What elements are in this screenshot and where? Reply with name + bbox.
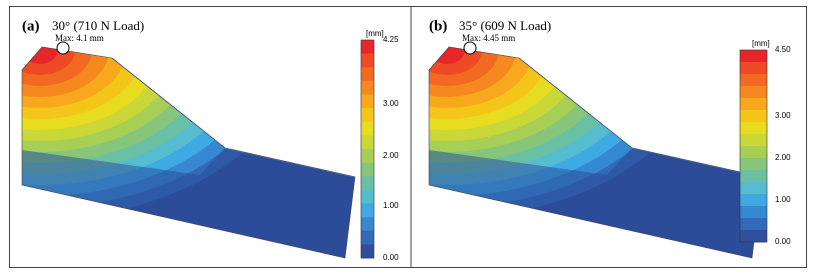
colorbar-tick-label: 3.00 xyxy=(775,111,791,120)
colorbar-segment xyxy=(740,62,767,75)
colorbar-segment xyxy=(361,203,374,218)
colorbar-segment xyxy=(740,74,767,87)
colorbar-segment xyxy=(361,94,374,109)
colorbar-unit: [mm] xyxy=(752,39,770,48)
colorbar-outline xyxy=(360,39,375,259)
colorbar-segment xyxy=(740,194,767,207)
colorbar-segment xyxy=(361,40,374,54)
colorbar-segment xyxy=(740,146,767,159)
panel-title: 30° (710 N Load) xyxy=(52,18,144,33)
colorbar-segment xyxy=(740,158,767,171)
colorbar-unit: [mm] xyxy=(366,29,384,38)
figure-border xyxy=(9,6,807,268)
max-marker xyxy=(56,41,70,55)
panel: (b) 35° (609 N Load)Max: 4.45 mm [mm] 4.50 3… xyxy=(428,18,791,259)
colorbar-segment xyxy=(361,108,374,123)
colorbar-segment xyxy=(361,244,374,259)
max-label: Max: 4.1 mm xyxy=(55,33,104,43)
colorbar-segment xyxy=(740,218,767,231)
colorbar-segment xyxy=(361,217,374,232)
model xyxy=(22,47,355,258)
model-outline xyxy=(21,46,356,259)
colorbar-segment xyxy=(361,67,374,82)
panel-label: (b) xyxy=(429,18,447,34)
panel-title: 35° (609 N Load) xyxy=(459,18,551,33)
block-shade xyxy=(22,148,355,258)
colorbar-tick-label: 2.00 xyxy=(775,153,791,162)
contour-band xyxy=(22,47,58,64)
colorbar-segment xyxy=(361,80,374,95)
colorbar-segment xyxy=(740,134,767,147)
colorbar-outline xyxy=(739,49,768,243)
max-label: Max: 4.45 mm xyxy=(462,33,515,43)
colorbar-tick-label: 0.00 xyxy=(383,253,399,262)
contour-band xyxy=(429,47,465,64)
colorbar-segment xyxy=(361,176,374,191)
colorbar-segment xyxy=(740,206,767,219)
panel: (a) 30° (710 N Load)Max: 4.1 mm [mm]4.25 3.… xyxy=(21,18,399,262)
panel-label: (a) xyxy=(22,18,40,34)
colorbar-tick-label: 1.00 xyxy=(383,201,399,210)
colorbar-segment xyxy=(361,189,374,204)
colorbar-tick-label: 1.00 xyxy=(775,195,791,204)
colorbar-tick-label: 3.00 xyxy=(383,99,399,108)
colorbar-segment xyxy=(361,149,374,163)
colorbar-segment xyxy=(361,53,374,68)
model-outline xyxy=(428,46,763,259)
colorbar-tick-label: 4.50 xyxy=(775,45,791,54)
colorbar-segment xyxy=(740,230,767,243)
colorbar-tick-label: 2.00 xyxy=(383,151,399,160)
colorbar-segment xyxy=(740,98,767,111)
model xyxy=(429,47,762,258)
colorbar-segment xyxy=(740,182,767,195)
colorbar-segment xyxy=(740,86,767,99)
colorbar-tick-label: 4.25 xyxy=(383,35,399,44)
colorbar-segment xyxy=(740,110,767,123)
colorbar-segment xyxy=(361,135,374,150)
colorbar-tick-label: 0.00 xyxy=(775,237,791,246)
colorbar-segment xyxy=(740,170,767,183)
colorbar-segment xyxy=(740,50,767,63)
block-shade xyxy=(429,148,762,258)
colorbar-segment xyxy=(740,122,767,135)
colorbar-segment xyxy=(361,162,374,177)
colorbar-segment xyxy=(361,121,374,136)
max-marker xyxy=(463,41,477,55)
colorbar-segment xyxy=(361,230,374,245)
